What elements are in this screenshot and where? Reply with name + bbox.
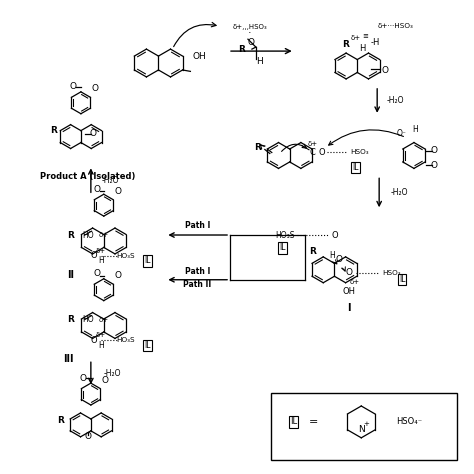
Text: O: O [91, 251, 97, 260]
Text: HO₃S: HO₃S [116, 253, 135, 259]
Text: IL: IL [144, 256, 151, 265]
Text: Product A (Isolated): Product A (Isolated) [40, 172, 136, 181]
Text: R: R [58, 417, 64, 426]
Text: δ+···HSO₃: δ+···HSO₃ [377, 23, 413, 29]
Text: O: O [91, 84, 98, 93]
Text: =: = [309, 417, 318, 427]
Text: R: R [67, 230, 74, 239]
Text: H: H [256, 56, 263, 65]
Text: O: O [318, 148, 325, 157]
Text: IL: IL [352, 163, 358, 172]
Text: δ+: δ+ [96, 248, 106, 254]
Text: -H₂O: -H₂O [102, 176, 119, 185]
Text: δ+: δ+ [349, 279, 359, 285]
Text: H: H [98, 256, 104, 265]
Text: HSO₃: HSO₃ [382, 270, 401, 276]
Text: O: O [70, 82, 76, 91]
Text: H: H [98, 341, 104, 350]
Text: H: H [412, 125, 418, 134]
Text: HO: HO [82, 230, 94, 239]
Text: IL: IL [144, 341, 151, 350]
Text: R: R [50, 126, 56, 135]
Text: O: O [80, 374, 86, 383]
Text: IL: IL [290, 418, 297, 427]
Text: R: R [238, 45, 246, 54]
Text: δ+: δ+ [99, 317, 109, 322]
Text: ·: · [248, 28, 252, 38]
Text: IL: IL [399, 275, 405, 284]
Text: O: O [90, 129, 96, 138]
Text: O: O [93, 269, 100, 278]
Text: O: O [346, 268, 353, 277]
Text: Path II: Path II [183, 280, 211, 289]
Text: IL: IL [280, 244, 286, 253]
Text: +: + [363, 421, 369, 427]
Text: O: O [84, 432, 91, 441]
Text: O: O [430, 146, 438, 155]
Text: H: H [359, 44, 365, 53]
Text: II: II [67, 270, 74, 280]
Text: -H₂O: -H₂O [390, 188, 408, 197]
Text: O: O [382, 66, 389, 75]
Text: HO₃S: HO₃S [116, 337, 135, 343]
Text: O: O [430, 161, 438, 170]
Text: O: O [247, 37, 255, 46]
Text: HSO₃: HSO₃ [350, 149, 369, 155]
Text: R: R [342, 40, 349, 49]
Text: OH: OH [192, 52, 206, 61]
Text: R: R [255, 143, 261, 152]
Text: -H: -H [371, 37, 380, 46]
Text: HO: HO [82, 315, 94, 324]
Text: N: N [358, 425, 365, 434]
Text: O: O [336, 255, 343, 264]
Text: δ+: δ+ [96, 332, 106, 338]
Text: Path I: Path I [184, 220, 210, 229]
Text: δ+: δ+ [99, 232, 109, 238]
Text: -H₂O: -H₂O [386, 96, 404, 105]
Text: δ+,,,HSO₃: δ+,,,HSO₃ [233, 24, 267, 30]
Text: I: I [347, 302, 351, 312]
Text: OH: OH [343, 287, 356, 296]
Text: HSO₄⁻: HSO₄⁻ [396, 418, 422, 427]
Text: O⁻: O⁻ [397, 129, 407, 138]
Text: O: O [93, 185, 100, 194]
Text: III: III [63, 354, 73, 365]
Text: R: R [67, 315, 74, 324]
Text: ≡: ≡ [362, 33, 368, 39]
Text: δ+: δ+ [350, 35, 360, 41]
Text: O: O [101, 376, 108, 385]
Text: δ+: δ+ [308, 141, 318, 146]
Text: Path I: Path I [184, 267, 210, 276]
FancyBboxPatch shape [271, 393, 457, 460]
Text: O: O [331, 230, 338, 239]
Text: O: O [114, 271, 121, 280]
Text: H: H [329, 251, 335, 260]
Text: O: O [91, 336, 97, 345]
Text: R: R [309, 247, 316, 256]
Text: C: C [310, 148, 316, 157]
Text: O: O [114, 187, 121, 196]
Text: HO₃S: HO₃S [275, 230, 294, 239]
Text: -H₂O: -H₂O [104, 369, 121, 378]
